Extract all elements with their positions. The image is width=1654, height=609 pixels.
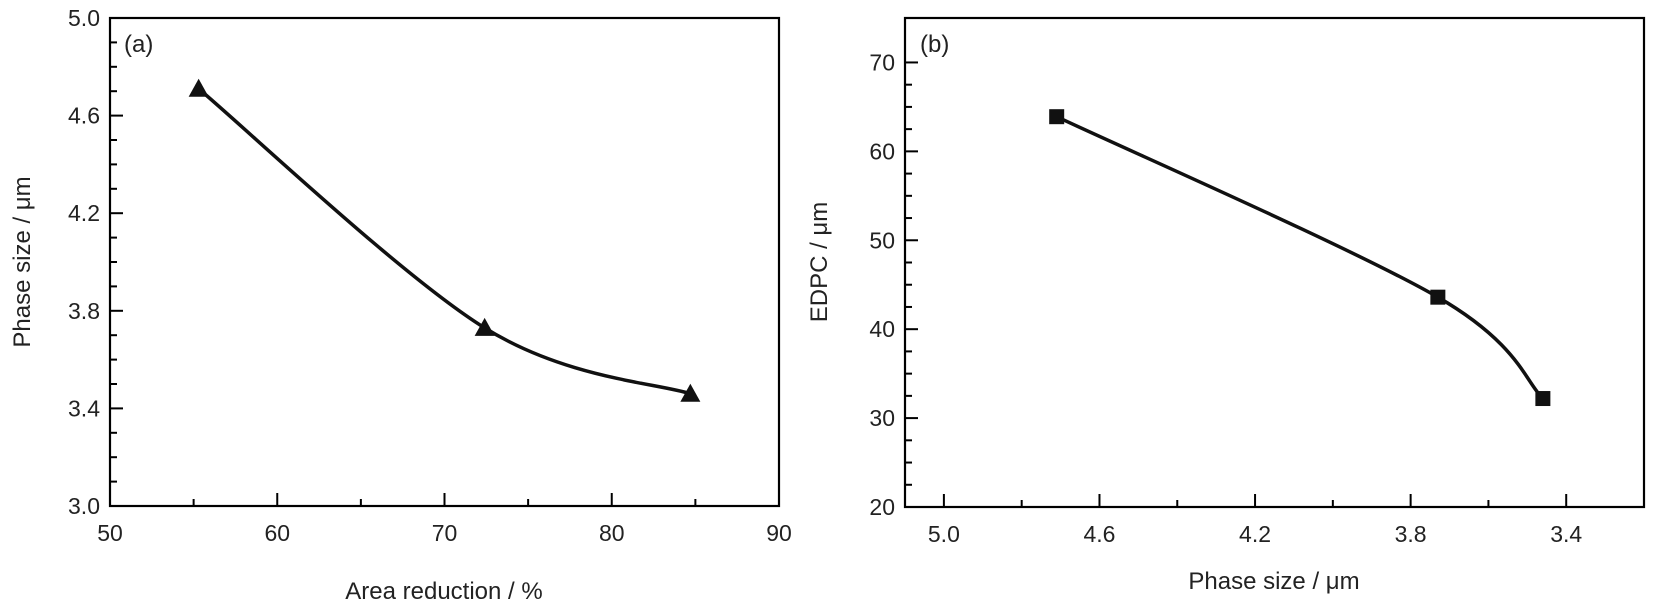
x-axis-label-b: Phase size / μm [1188, 568, 1359, 595]
x-tick-label: 3.8 [1395, 521, 1427, 547]
x-tick-label: 80 [599, 520, 625, 546]
x-tick-label: 60 [264, 520, 290, 546]
minor-ticks-b [905, 83, 1490, 507]
x-tick-label: 5.0 [928, 521, 960, 547]
panel-label-b: (b) [920, 31, 949, 58]
y-tick-label: 5.0 [68, 5, 100, 31]
x-ticks-a: 50 60 70 80 90 [97, 493, 792, 546]
x-tick-label: 4.6 [1083, 521, 1115, 547]
y-axis-label-a: Phase size / μm [9, 176, 36, 347]
y-tick-label: 3.0 [68, 493, 100, 519]
y-ticks-a: 3.0 3.4 3.8 4.2 4.6 5.0 [68, 5, 123, 519]
x-tick-label: 70 [432, 520, 458, 546]
data-point [474, 317, 495, 336]
panel-label-a: (a) [124, 31, 153, 58]
y-tick-label: 30 [869, 405, 895, 431]
data-point [1535, 391, 1551, 407]
y-ticks-b: 20 30 40 50 60 70 [869, 49, 918, 520]
x-tick-label: 50 [97, 520, 123, 546]
x-ticks-b: 5.0 4.6 4.2 3.8 3.4 [928, 494, 1582, 547]
data-points-a [188, 78, 701, 402]
x-tick-label: 4.2 [1239, 521, 1271, 547]
y-axis-label-b: EDPC / μm [806, 202, 833, 323]
data-point [1049, 109, 1065, 125]
y-tick-label: 70 [869, 49, 895, 75]
series-line-b [1054, 114, 1545, 401]
minor-ticks-a [110, 41, 697, 506]
y-tick-label: 40 [869, 316, 895, 342]
data-point [188, 78, 209, 97]
y-tick-label: 4.2 [68, 200, 100, 226]
y-tick-label: 3.4 [68, 395, 100, 421]
panel-a: 50 60 70 80 90 3.0 3.4 3.8 4.2 4.6 5.0 (a) Area r… [9, 5, 792, 605]
y-tick-label: 20 [869, 494, 895, 520]
axis-frame-a [108, 16, 781, 508]
series-line-a [196, 87, 693, 396]
y-tick-label: 50 [869, 227, 895, 253]
data-point [1430, 289, 1446, 305]
y-tick-label: 4.6 [68, 103, 100, 129]
data-point [680, 383, 701, 402]
y-tick-label: 60 [869, 138, 895, 164]
y-tick-label: 3.8 [68, 298, 100, 324]
x-tick-label: 3.4 [1550, 521, 1582, 547]
axis-frame-b [903, 16, 1646, 509]
data-points-b [1049, 109, 1551, 407]
x-axis-label-a: Area reduction / % [345, 578, 542, 605]
panel-b: 5.0 4.6 4.2 3.8 3.4 20 30 40 50 60 70 (b) Phase s… [806, 16, 1646, 595]
x-tick-label: 90 [766, 520, 792, 546]
